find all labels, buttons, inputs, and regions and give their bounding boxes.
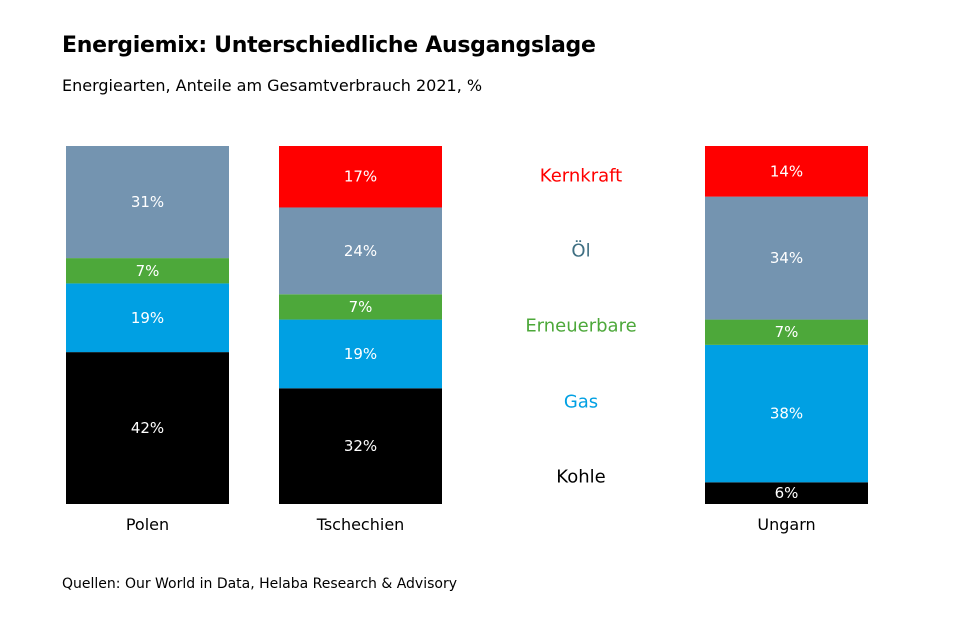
bar-tschechien-kohle xyxy=(279,388,442,504)
bar-tschechien-gas xyxy=(279,319,442,389)
bar-tschechien-erneuerbare xyxy=(279,294,442,320)
bar-polen-oel xyxy=(66,146,229,259)
data-label-ungarn-kohle: 6% xyxy=(775,484,799,502)
bar-polen-gas xyxy=(66,283,229,353)
legend-oel: Öl xyxy=(571,240,590,262)
chart-subtitle: Energiearten, Anteile am Gesamtverbrauch… xyxy=(62,76,483,95)
source-note: Quellen: Our World in Data, Helaba Resea… xyxy=(62,576,458,592)
data-label-tschechien-kernkraft: 17% xyxy=(344,168,377,186)
data-label-polen-erneuerbare: 7% xyxy=(136,262,160,280)
bar-ungarn-kohle xyxy=(705,482,868,504)
data-label-tschechien-gas: 19% xyxy=(344,345,377,363)
data-label-polen-oel: 31% xyxy=(131,193,164,211)
category-label-polen: Polen xyxy=(126,515,169,534)
legend-kohle: Kohle xyxy=(556,467,605,488)
data-label-ungarn-gas: 38% xyxy=(770,405,803,423)
data-label-tschechien-oel: 24% xyxy=(344,242,377,260)
data-label-ungarn-kernkraft: 14% xyxy=(770,162,803,180)
legend-erneuerbare: Erneuerbare xyxy=(525,316,636,337)
bar-ungarn-erneuerbare xyxy=(705,319,868,345)
chart-title: Energiemix: Unterschiedliche Ausgangslag… xyxy=(62,33,596,58)
legend-gas: Gas xyxy=(564,392,598,413)
bar-tschechien-kernkraft xyxy=(279,146,442,208)
bar-tschechien-oel xyxy=(279,207,442,295)
data-label-tschechien-erneuerbare: 7% xyxy=(349,298,373,316)
category-label-tschechien: Tschechien xyxy=(316,515,405,534)
bar-ungarn-gas xyxy=(705,344,868,483)
category-label-ungarn: Ungarn xyxy=(757,515,815,534)
data-label-tschechien-kohle: 32% xyxy=(344,437,377,455)
data-label-polen-gas: 19% xyxy=(131,309,164,327)
data-label-ungarn-erneuerbare: 7% xyxy=(775,323,799,341)
bar-polen-kohle xyxy=(66,352,229,504)
bar-polen-erneuerbare xyxy=(66,258,229,284)
data-label-ungarn-oel: 34% xyxy=(770,249,803,267)
bar-ungarn-oel xyxy=(705,196,868,320)
bar-ungarn-kernkraft xyxy=(705,146,868,197)
legend-kernkraft: Kernkraft xyxy=(540,166,622,187)
data-label-polen-kohle: 42% xyxy=(131,419,164,437)
